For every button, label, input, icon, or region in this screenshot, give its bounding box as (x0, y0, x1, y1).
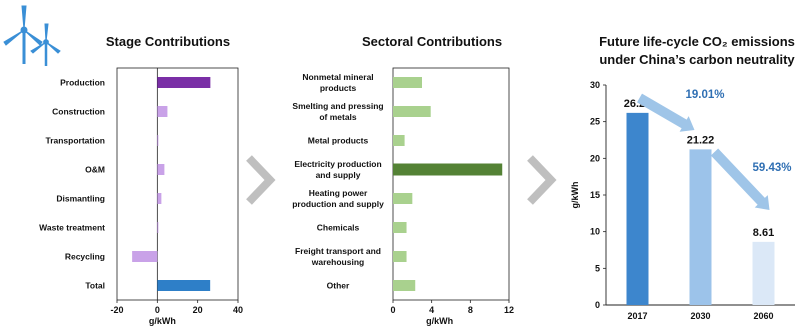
reduction-arrow-icon (636, 93, 695, 132)
sector-category-label: and supply (316, 170, 361, 180)
future-bar (752, 241, 775, 305)
future-bar (626, 112, 649, 305)
sector-category-label: Other (327, 281, 350, 291)
reduction-arrow-icon (710, 148, 770, 210)
sector-category-label: warehousing (311, 257, 364, 267)
future-y-axis-label: g/kWh (570, 182, 580, 209)
x-tick-label: -20 (110, 305, 123, 315)
future-bar-data-label: 21.22 (687, 134, 715, 146)
future-chart-title-line1: Future life-cycle CO₂ emissions (599, 34, 795, 49)
sector-bar (393, 222, 407, 233)
x-tick-label: 40 (233, 305, 243, 315)
chevron-right-icon (527, 155, 557, 205)
stage-category-label: Waste treatment (39, 223, 105, 233)
stage-category-label: Dismantling (56, 194, 105, 204)
sector-category-label: Smelting and pressing (292, 101, 383, 111)
sector-category-label: Heating power (309, 188, 368, 198)
sector-category-label: Nonmetal mineral (302, 72, 373, 82)
sector-x-axis-label: g/kWh (426, 316, 453, 326)
x-tick-label: 8 (468, 305, 473, 315)
sector-category-label: production and supply (292, 199, 384, 209)
stage-bar (157, 164, 165, 175)
stage-bar (157, 135, 159, 146)
future-bar-data-label: 8.61 (753, 227, 774, 239)
stage-bar (157, 280, 211, 291)
sector-bar (393, 251, 407, 262)
stage-category-label: Total (85, 281, 105, 291)
sector-bar (393, 193, 413, 204)
x-tick-label: 0 (155, 305, 160, 315)
sector-category-label: Freight transport and (295, 246, 381, 256)
sector-plot-frame (392, 67, 510, 301)
sector-bar (393, 77, 422, 88)
stage-chart-title: Stage Contributions (106, 34, 230, 49)
y-tick-label: 15 (590, 190, 600, 200)
reduction-annotation: 59.43% (752, 162, 791, 174)
x-tick-label: 12 (504, 305, 514, 315)
stage-category-label: Transportation (45, 136, 105, 146)
sector-category-label: Chemicals (317, 223, 360, 233)
sectoral-chart-title: Sectoral Contributions (362, 34, 502, 49)
x-tick-label: 20 (193, 305, 203, 315)
stage-x-axis-label: g/kWh (149, 316, 176, 326)
future-chart-title-line2: under China’s carbon neutrality (599, 52, 795, 67)
y-tick-label: 20 (590, 153, 600, 163)
future-x-tick-label: 2030 (690, 311, 710, 321)
stage-bar (157, 77, 211, 88)
stage-category-label: O&M (85, 165, 105, 175)
stage-bar (132, 251, 158, 262)
sector-category-label: products (320, 83, 357, 93)
sector-category-label: Metal products (308, 136, 369, 146)
y-tick-label: 30 (590, 80, 600, 90)
x-tick-label: 0 (390, 305, 395, 315)
future-bar (689, 149, 712, 305)
sector-bar (393, 135, 405, 146)
sector-category-label: of metals (319, 112, 357, 122)
reduction-annotation: 19.01% (685, 89, 724, 101)
stage-category-label: Construction (52, 107, 105, 117)
y-tick-label: 10 (590, 227, 600, 237)
sector-bar (393, 106, 431, 117)
y-tick-label: 25 (590, 117, 600, 127)
future-x-tick-label: 2017 (627, 311, 647, 321)
chevron-right-icon (246, 155, 276, 205)
y-tick-label: 0 (595, 300, 600, 310)
future-x-tick-label: 2060 (753, 311, 773, 321)
sector-category-label: Electricity production (294, 159, 381, 169)
stage-bar (157, 222, 159, 233)
sector-bar (393, 163, 503, 176)
x-tick-label: 4 (429, 305, 434, 315)
stage-plot-frame (116, 67, 239, 301)
stage-category-label: Production (60, 78, 105, 88)
stage-bar (157, 106, 168, 117)
stage-category-label: Recycling (65, 252, 105, 262)
sector-bar (393, 280, 416, 291)
stage-bar (157, 193, 162, 204)
y-tick-label: 5 (595, 263, 600, 273)
wind-turbine-icon (3, 5, 61, 66)
